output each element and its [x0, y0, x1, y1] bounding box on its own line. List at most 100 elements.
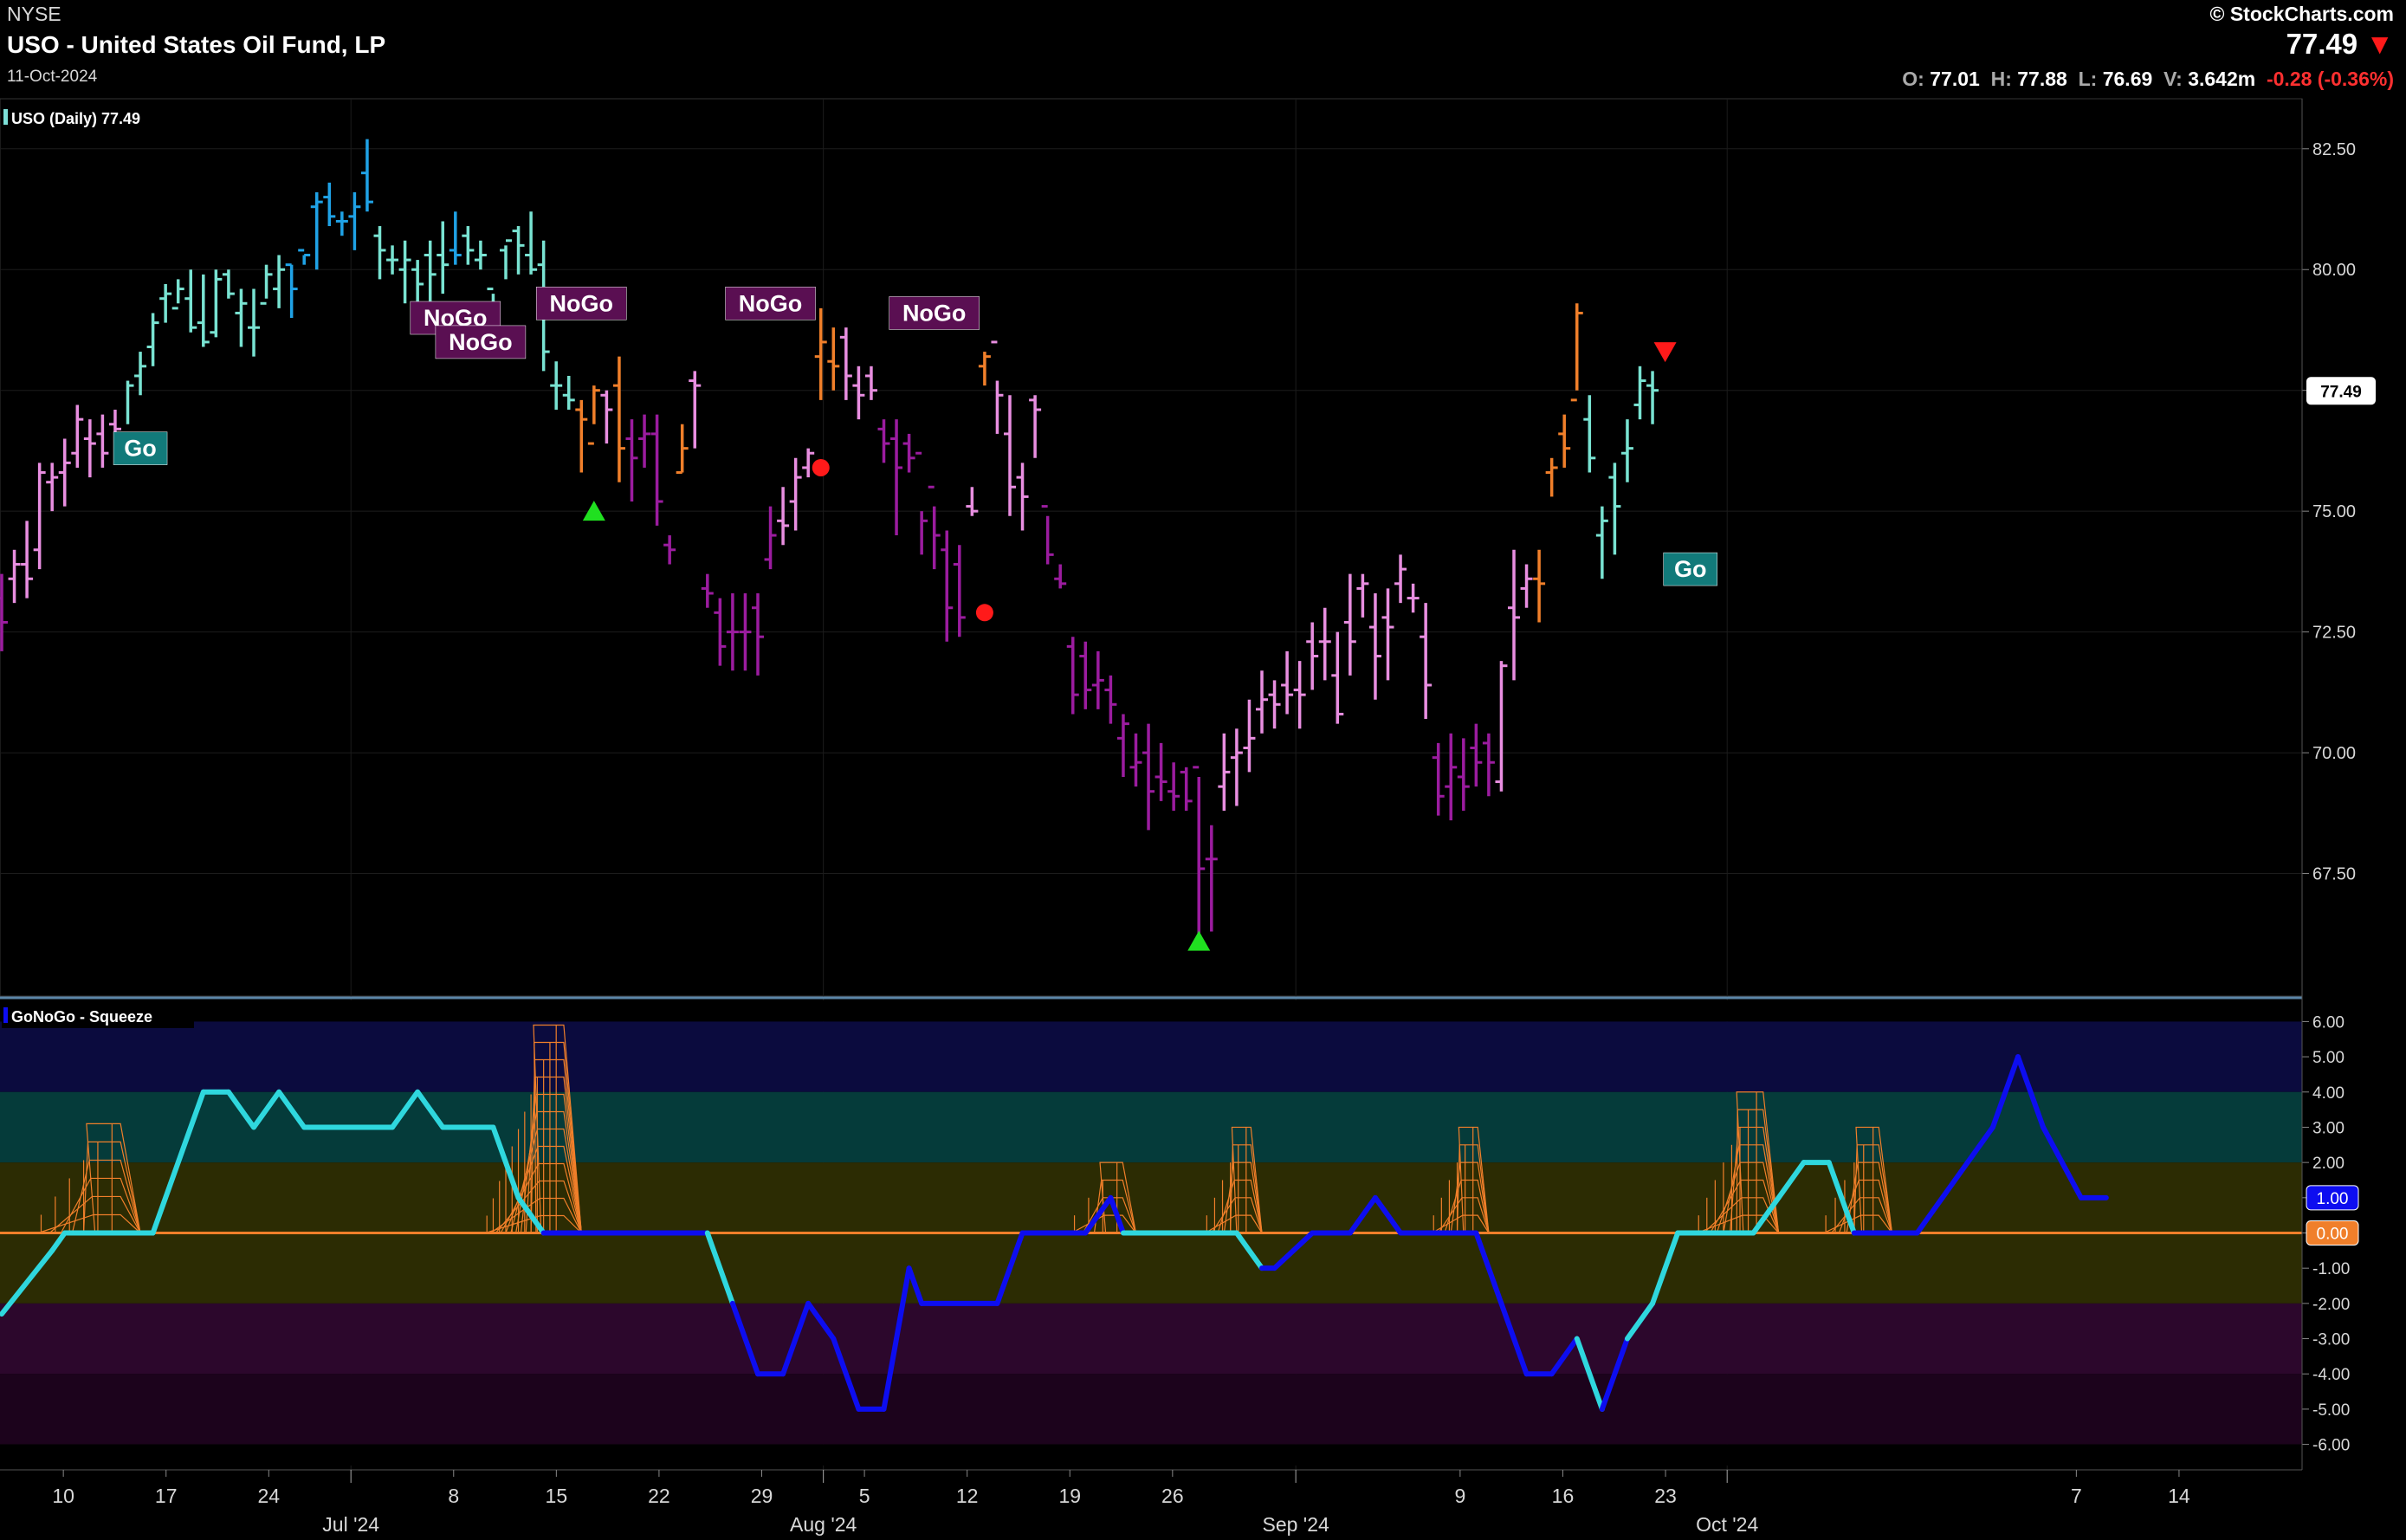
oscillator-segment — [1826, 1160, 1857, 1236]
price-bar — [1066, 637, 1079, 715]
price-bar — [1470, 723, 1483, 787]
price-bar — [638, 414, 651, 468]
squeeze-fan-line — [534, 1041, 582, 1233]
price-bar — [424, 240, 437, 314]
price-bar — [398, 240, 411, 304]
oscillator-legend-marker — [3, 1007, 8, 1023]
price-panel-title: USO (Daily) 77.49 — [11, 110, 140, 127]
price-bar — [260, 264, 273, 305]
price-bar — [612, 356, 625, 482]
squeeze-fan-line — [82, 1141, 141, 1233]
price-bar — [1608, 463, 1621, 555]
oscillator-zone-band — [0, 1021, 2302, 1092]
x-tick-label: 23 — [1654, 1485, 1677, 1507]
price-bar — [71, 404, 84, 468]
price-bar — [701, 573, 714, 608]
squeeze-fan — [1432, 1126, 1490, 1234]
price-bar — [1180, 767, 1193, 812]
oscillator-y-tick-label: -3.00 — [2312, 1331, 2350, 1349]
price-bar — [714, 598, 727, 666]
nogo-label: NoGo — [435, 325, 527, 359]
price-bar — [600, 390, 613, 444]
price-bar — [852, 366, 865, 420]
signal-label-box — [725, 287, 816, 320]
oscillator-segment — [704, 1230, 735, 1306]
price-bar — [310, 191, 323, 270]
oscillator-segment — [1549, 1336, 1580, 1377]
price-bar — [839, 327, 852, 400]
month-label: Sep '24 — [1262, 1513, 1329, 1536]
price-bar — [146, 313, 159, 366]
squeeze-fan-line — [1230, 1144, 1263, 1233]
x-tick-label: 17 — [155, 1485, 178, 1507]
price-y-tick-label: 67.50 — [2312, 865, 2356, 884]
price-bar — [8, 549, 21, 604]
price-bar — [978, 352, 991, 386]
price-bar — [663, 535, 676, 565]
squeeze-fan-line — [1231, 1126, 1263, 1233]
oscillator-segment — [150, 1089, 206, 1236]
x-tick-label: 22 — [648, 1485, 670, 1507]
oscillator-segment — [415, 1089, 446, 1130]
price-bar — [764, 506, 777, 570]
last-price-tag-box — [2306, 377, 2376, 405]
price-bar — [1243, 699, 1256, 773]
price-bar — [1306, 622, 1319, 690]
oscillator-segment — [1964, 1124, 1995, 1166]
price-legend-marker — [3, 109, 8, 125]
oscillator-value-tag-text: 0.00 — [2317, 1226, 2349, 1244]
price-bar — [1343, 573, 1356, 676]
squeeze-fan-line — [1444, 1179, 1490, 1233]
price-bar — [1104, 675, 1117, 724]
oscillator-segment — [1372, 1194, 1404, 1236]
price-y-tick-label: 70.00 — [2312, 744, 2356, 763]
price-bar — [171, 279, 184, 310]
oscillator-value-tag — [2306, 1185, 2359, 1211]
price-bar — [1620, 419, 1633, 482]
signal-label-box — [1663, 552, 1717, 586]
price-bar — [1432, 742, 1445, 816]
signal-dot — [812, 458, 830, 476]
oscillator-segment — [515, 1194, 547, 1236]
oscillator-segment — [1108, 1194, 1126, 1236]
oscillator-segment — [1914, 1160, 1970, 1236]
price-bar — [235, 288, 248, 347]
oscillator-segment — [1574, 1336, 1605, 1412]
x-tick-label: 15 — [546, 1485, 568, 1507]
squeeze-fan-line — [1450, 1161, 1490, 1233]
squeeze-fan — [1823, 1126, 1893, 1234]
price-bar — [890, 419, 903, 536]
squeeze-fan — [1697, 1091, 1780, 1234]
oscillator-segment — [881, 1265, 912, 1412]
price-bar — [1154, 742, 1167, 801]
copyright-label[interactable]: © StockCharts.com — [2209, 3, 2394, 25]
price-bar — [902, 433, 915, 473]
nogo-label: NoGo — [889, 296, 980, 330]
price-bar — [184, 269, 197, 333]
price-bar — [802, 448, 815, 478]
oscillator-segment — [490, 1124, 521, 1200]
last-price-display: 77.49 ▼ — [2286, 28, 2394, 61]
price-bar — [298, 249, 311, 265]
oscillator-segment — [1233, 1230, 1264, 1271]
price-bar — [1558, 414, 1571, 468]
price-bar — [248, 288, 260, 357]
price-bar — [500, 239, 512, 280]
price-y-tick-label: 80.00 — [2312, 261, 2356, 280]
price-bar — [437, 221, 450, 294]
x-tick-label: 10 — [52, 1485, 74, 1507]
price-bar — [1268, 680, 1281, 729]
chart-title: USO - United States Oil Fund, LP — [7, 31, 386, 58]
price-bar — [96, 414, 109, 468]
signal-dot — [975, 604, 993, 622]
price-bar — [991, 340, 1004, 434]
oscillator-segment — [780, 1300, 812, 1377]
oscillator-segment — [805, 1300, 837, 1342]
oscillator-value-tag — [2306, 1220, 2359, 1246]
price-bar — [1218, 733, 1231, 812]
price-bar — [1256, 670, 1268, 734]
price-bar — [1331, 631, 1344, 724]
price-bar — [1545, 457, 1558, 497]
oscillator-segment — [276, 1089, 307, 1130]
